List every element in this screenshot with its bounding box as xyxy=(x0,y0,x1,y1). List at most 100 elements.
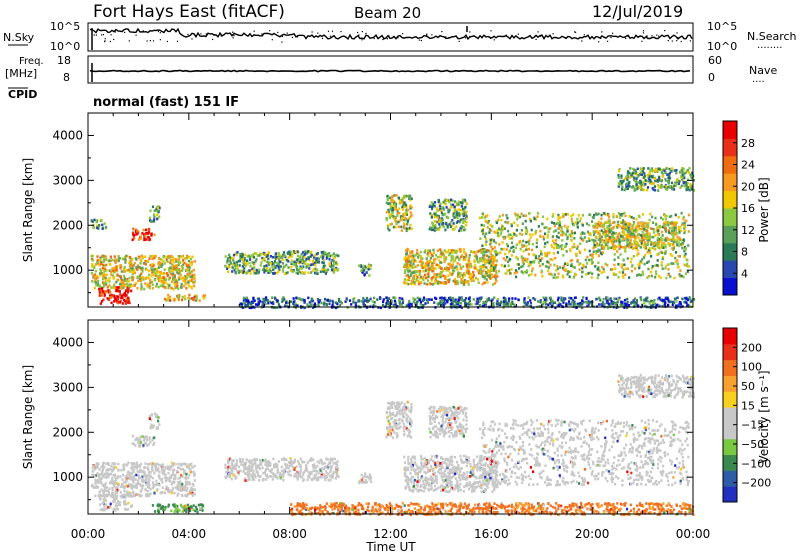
heatmap-cell xyxy=(459,296,462,300)
heatmap-cell xyxy=(673,184,676,188)
heatmap-cell xyxy=(439,275,442,279)
heatmap-cell xyxy=(267,271,270,274)
heatmap-cell xyxy=(175,258,178,261)
heatmap-cell xyxy=(152,264,155,267)
heatmap-cell xyxy=(123,284,126,288)
noise-search-dot xyxy=(505,34,507,36)
heatmap-cell xyxy=(667,181,670,185)
noise-search-dot xyxy=(113,38,115,41)
heatmap-cell xyxy=(121,281,124,284)
heatmap-cell xyxy=(514,213,518,217)
heatmap-cell xyxy=(153,215,156,219)
heatmap-cell xyxy=(167,278,170,281)
heatmap-cell xyxy=(450,263,453,267)
heatmap-cell xyxy=(651,304,654,307)
heatmap-cell xyxy=(579,220,582,223)
noise-search-dot xyxy=(469,31,471,33)
heatmap-cell xyxy=(181,267,185,270)
heatmap-cell xyxy=(165,299,168,302)
heatmap-cell xyxy=(612,227,615,230)
heatmap-cell xyxy=(429,260,432,264)
heatmap-cell xyxy=(455,225,458,228)
heatmap-cell xyxy=(639,170,642,174)
heatmap-cell xyxy=(337,297,341,301)
heatmap-cell xyxy=(320,251,323,254)
heatmap-cell xyxy=(152,213,156,216)
heatmap-cell xyxy=(188,293,191,297)
heatmap-cell xyxy=(621,235,624,239)
heatmap-cell xyxy=(467,297,470,301)
heatmap-cell xyxy=(524,214,528,218)
heatmap-cell xyxy=(143,238,146,242)
heatmap-cell xyxy=(301,258,304,261)
heatmap-cell xyxy=(655,272,658,276)
noise-panel-frame xyxy=(87,22,694,52)
heatmap-cell xyxy=(448,223,451,226)
heatmap-cell xyxy=(416,249,419,252)
heatmap-cell xyxy=(398,211,401,215)
heatmap-cell xyxy=(610,246,613,250)
heatmap-cell xyxy=(282,296,285,300)
heatmap-cell xyxy=(547,227,550,231)
noise-search-dot xyxy=(646,35,648,37)
heatmap-cell xyxy=(172,297,175,301)
heatmap-cell xyxy=(490,269,493,272)
heatmap-cell xyxy=(100,294,103,297)
heatmap-cell xyxy=(113,296,116,300)
noise-search-dot xyxy=(680,40,682,43)
heatmap-cell xyxy=(147,231,151,234)
heatmap-cell xyxy=(238,264,241,267)
heatmap-cell xyxy=(126,290,129,294)
heatmap-cell xyxy=(415,253,418,257)
heatmap-cell xyxy=(648,238,651,242)
heatmap-cell xyxy=(126,284,129,288)
heatmap-cell xyxy=(560,229,563,233)
heatmap-cell xyxy=(607,302,610,306)
heatmap-cell xyxy=(234,252,237,255)
heatmap-cell xyxy=(445,266,448,269)
heatmap-cell xyxy=(128,255,131,259)
heatmap-cell xyxy=(228,253,231,257)
noise-search-dot xyxy=(135,34,137,36)
heatmap-cell xyxy=(101,290,104,293)
heatmap-cell xyxy=(644,241,647,245)
heatmap-cell xyxy=(115,259,118,263)
heatmap-cell xyxy=(611,267,614,271)
heatmap-cell xyxy=(256,271,259,274)
heatmap-cell xyxy=(564,213,567,216)
freq-unit: [MHz] xyxy=(5,67,37,80)
heatmap-cell xyxy=(301,251,305,254)
heatmap-cell xyxy=(551,239,555,243)
heatmap-cell xyxy=(564,233,567,237)
heatmap-cell xyxy=(232,263,235,266)
heatmap-cell xyxy=(418,260,421,263)
heatmap-cell xyxy=(126,278,129,281)
heatmap-cell xyxy=(468,275,471,279)
heatmap-cell xyxy=(482,264,485,267)
heatmap-cell xyxy=(667,273,670,277)
heatmap-cell xyxy=(193,273,196,277)
heatmap-cell xyxy=(542,237,545,241)
noise-search-dot xyxy=(441,31,443,33)
heatmap-cell xyxy=(522,262,525,266)
heatmap-cell xyxy=(621,181,624,185)
heatmap-cell xyxy=(157,266,160,269)
heatmap-cell xyxy=(106,289,109,292)
heatmap-cell xyxy=(410,272,413,275)
heatmap-cell xyxy=(627,243,630,246)
heatmap-cell xyxy=(618,240,621,244)
heatmap-cell xyxy=(624,267,628,271)
heatmap-cell xyxy=(322,259,325,262)
heatmap-cell xyxy=(122,464,125,467)
heatmap-cell xyxy=(304,250,307,253)
heatmap-cell xyxy=(333,261,336,265)
heatmap-cell xyxy=(664,237,668,240)
heatmap-cell xyxy=(160,276,163,280)
heatmap-cell xyxy=(573,304,576,308)
heatmap-cell xyxy=(566,230,569,233)
heatmap-cell xyxy=(692,189,696,192)
heatmap-cell xyxy=(601,301,604,304)
heatmap-cell xyxy=(612,246,615,250)
heatmap-cell xyxy=(618,271,621,274)
heatmap-cell xyxy=(649,168,652,172)
